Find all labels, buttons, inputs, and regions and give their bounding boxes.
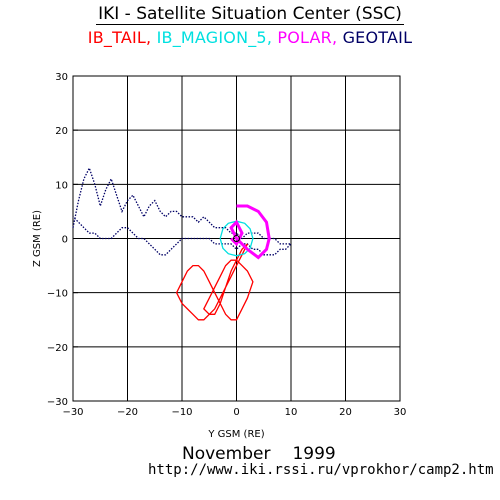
x-tick-label: 20 bbox=[339, 407, 352, 418]
y-tick-label: −30 bbox=[47, 397, 68, 408]
legend-item-polar: POLAR bbox=[277, 28, 332, 47]
series-geotail bbox=[72, 166, 293, 256]
legend-separator: , bbox=[266, 28, 278, 47]
legend-item-geotail: GEOTAIL bbox=[342, 28, 413, 47]
legend-separator: , bbox=[332, 28, 343, 47]
y-tick-label: −20 bbox=[47, 343, 68, 354]
x-tick-label: 30 bbox=[394, 407, 407, 418]
y-tick-label: −10 bbox=[47, 289, 68, 300]
earth-marker bbox=[233, 235, 240, 242]
x-tick-label: 10 bbox=[285, 407, 298, 418]
date-caption: November 1999 bbox=[182, 444, 336, 464]
x-tick-label: −20 bbox=[117, 407, 138, 418]
x-axis-label: Y GSM (RE) bbox=[207, 429, 264, 440]
y-tick-label: 20 bbox=[55, 126, 68, 137]
series-polar bbox=[229, 204, 271, 260]
legend: IB_TAIL, IB_MAGION_5, POLAR, GEOTAIL bbox=[0, 28, 500, 47]
x-tick-label: 0 bbox=[233, 407, 239, 418]
legend-separator: , bbox=[146, 28, 157, 47]
series-ib-magion-5 bbox=[219, 220, 254, 257]
y-tick-label: 30 bbox=[55, 72, 68, 83]
y-tick-label: 10 bbox=[55, 180, 68, 191]
series-ib-tail bbox=[175, 243, 254, 321]
chart-title-text: IKI - Satellite Situation Center (SSC) bbox=[96, 4, 404, 25]
x-tick-label: −10 bbox=[171, 407, 192, 418]
legend-item-ib-magion-5: IB_MAGION_5 bbox=[156, 28, 267, 47]
y-axis-label: Z GSM (RE) bbox=[32, 210, 43, 267]
y-tick-label: 0 bbox=[62, 235, 68, 246]
x-tick-label: −30 bbox=[62, 407, 83, 418]
month-label: November bbox=[182, 444, 271, 464]
source-url: http://www.iki.rssi.ru/vprokhor/camp2.ht… bbox=[148, 462, 494, 478]
chart-title: IKI - Satellite Situation Center (SSC) bbox=[0, 4, 500, 25]
legend-item-ib-tail: IB_TAIL bbox=[87, 28, 147, 47]
year-label: 1999 bbox=[292, 444, 336, 464]
